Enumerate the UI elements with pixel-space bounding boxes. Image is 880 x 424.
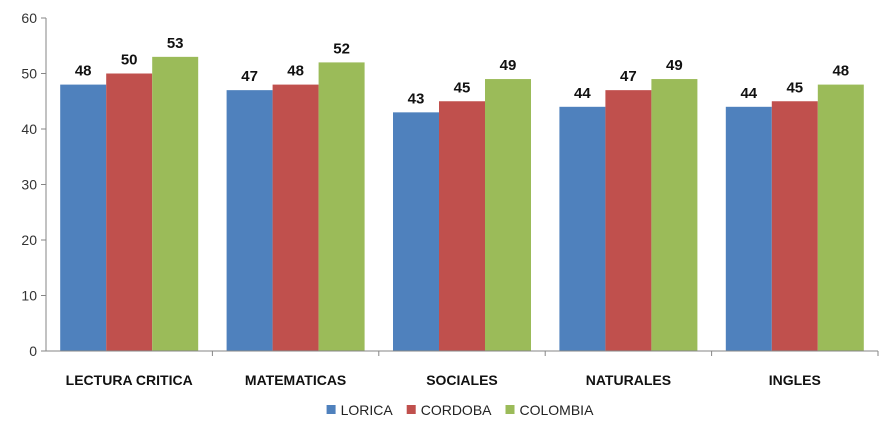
- bar-cordoba-3: [439, 101, 485, 351]
- y-tick-label: 60: [21, 10, 37, 26]
- bars: [60, 56, 864, 352]
- bar-cordoba-1: [106, 73, 153, 351]
- value-label-lorica-3: 43: [408, 90, 425, 107]
- bar-lorica-1: [60, 84, 107, 351]
- value-label-cordoba-1: 50: [121, 52, 138, 69]
- category-label: MATEMATICAS: [245, 372, 346, 388]
- value-label-colombia-5: 48: [832, 63, 849, 80]
- y-tick-label: 40: [21, 121, 37, 137]
- legend-swatch-colombia: [505, 405, 515, 414]
- value-label-colombia-3: 49: [500, 57, 517, 74]
- legend-label-cordoba: CORDOBA: [421, 402, 492, 418]
- value-label-cordoba-5: 45: [786, 79, 803, 96]
- y-tick-label: 10: [21, 288, 37, 304]
- y-tick-label: 0: [29, 343, 37, 359]
- value-label-lorica-5: 44: [740, 85, 757, 102]
- bar-colombia-1: [152, 56, 199, 351]
- bar-cordoba-2: [272, 84, 319, 351]
- legend-label-colombia: COLOMBIA: [520, 402, 595, 418]
- value-label-colombia-1: 53: [167, 35, 184, 52]
- bar-colombia-5: [817, 84, 864, 351]
- y-axis: 0 10 20 30 40 50 60: [21, 10, 47, 359]
- y-tick-label: 50: [21, 66, 37, 82]
- bar-lorica-5: [725, 106, 772, 351]
- value-label-lorica-2: 47: [241, 68, 258, 85]
- bar-lorica-4: [559, 106, 606, 351]
- category-label: NATURALES: [586, 372, 671, 388]
- value-label-cordoba-4: 47: [620, 68, 637, 85]
- x-axis: LECTURA CRITICA MATEMATICAS SOCIALES NATURA…: [46, 350, 879, 388]
- bar-lorica-3: [393, 112, 439, 351]
- value-label-lorica-4: 44: [574, 85, 591, 102]
- bar-colombia-4: [651, 79, 698, 352]
- legend-swatch-cordoba: [406, 405, 416, 414]
- value-label-lorica-1: 48: [75, 63, 92, 80]
- bar-cordoba-4: [605, 90, 652, 352]
- value-label-colombia-2: 52: [333, 40, 350, 57]
- bar-lorica-2: [226, 90, 273, 352]
- legend-swatch-lorica: [326, 405, 336, 414]
- y-tick-label: 30: [21, 177, 37, 193]
- value-label-colombia-4: 49: [666, 57, 683, 74]
- bar-cordoba-5: [771, 101, 818, 351]
- bar-colombia-3: [485, 79, 531, 352]
- value-label-cordoba-3: 45: [454, 79, 471, 96]
- legend: LORICA CORDOBA COLOMBIA: [326, 402, 595, 418]
- category-label: INGLES: [769, 372, 821, 388]
- bar-colombia-2: [318, 62, 365, 352]
- value-labels: 48 50 53 47 48 52 43 45 49 44 47 49 44 45 48: [75, 35, 849, 108]
- legend-label-lorica: LORICA: [341, 402, 394, 418]
- value-label-cordoba-2: 48: [287, 63, 304, 80]
- category-label: SOCIALES: [426, 372, 498, 388]
- category-label: LECTURA CRITICA: [66, 372, 193, 388]
- y-tick-label: 20: [21, 232, 37, 248]
